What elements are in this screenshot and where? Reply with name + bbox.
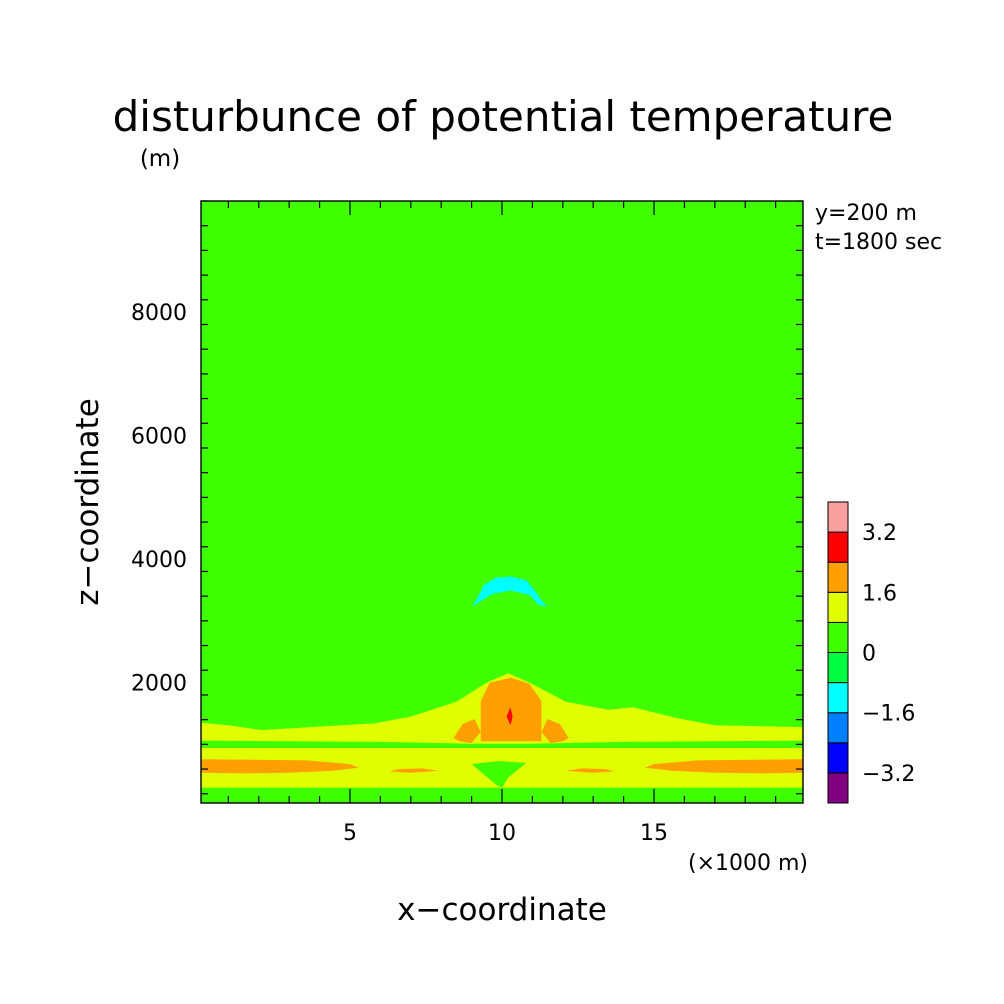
colorbar-swatch [827, 682, 849, 714]
colorbar-swatch [827, 621, 849, 654]
x-axis-label: x−coordinate [397, 892, 607, 928]
y-tick-label: 8000 [131, 301, 187, 326]
colorbar-swatch [827, 501, 849, 533]
y-axis-label: z−coordinate [70, 398, 106, 606]
colorbar-swatch [827, 652, 849, 684]
region-right-warm-lobe [620, 448, 803, 595]
axis-tick-labels: 5 10 15 2000 4000 6000 8000 [131, 301, 668, 846]
colorbar-swatch [827, 531, 849, 563]
colorbar-label: 0 [862, 642, 876, 667]
annotation-t: t=1800 sec [815, 230, 942, 255]
region-left-warm-lobe [201, 448, 384, 595]
region-surface-left-warm [201, 759, 360, 774]
region-shallow-band-1 [201, 740, 803, 748]
colorbar-swatch [827, 772, 849, 804]
region-central-warm-pool [480, 677, 542, 742]
region-upper-warm-bowl [353, 213, 651, 448]
region-central-warm-column [474, 638, 542, 665]
region-cool-cap [471, 576, 548, 607]
y-tick-label: 2000 [131, 672, 187, 697]
axis-ticks [201, 200, 803, 803]
y-axis-unit: (m) [140, 146, 180, 172]
region-surface-center-left-warm [389, 768, 439, 773]
chart-title: disturbunce of potential temperature [113, 92, 894, 141]
colorbar: −3.2 −1.6 0 1.6 3.2 [827, 501, 915, 804]
x-axis-unit: (×1000 m) [688, 851, 808, 876]
region-surface-center-right-warm [565, 768, 615, 773]
region-hot-core [506, 707, 513, 726]
x-tick-label: 15 [640, 821, 668, 846]
contour-regions [201, 213, 803, 803]
y-tick-label: 4000 [131, 548, 187, 573]
annotation-y: y=200 m [815, 201, 917, 226]
colorbar-label: 3.2 [862, 521, 897, 546]
region-surface-right-warm [644, 759, 803, 774]
colorbar-swatch [827, 742, 849, 774]
y-tick-label: 6000 [131, 425, 187, 450]
x-tick-label: 10 [488, 821, 516, 846]
plot-area: 5 10 15 2000 4000 6000 8000 [131, 200, 804, 846]
colorbar-swatch [827, 561, 849, 593]
x-tick-label: 5 [343, 821, 357, 846]
region-right-warm-blob [541, 719, 569, 744]
colorbar-label: −1.6 [862, 702, 915, 727]
colorbar-label: −3.2 [862, 762, 915, 787]
region-lower-cool-pocket [471, 761, 527, 788]
colorbar-swatch [827, 712, 849, 744]
region-left-warm-blob [453, 719, 481, 744]
colorbar-swatch [827, 591, 849, 623]
colorbar-label: 1.6 [862, 581, 897, 606]
